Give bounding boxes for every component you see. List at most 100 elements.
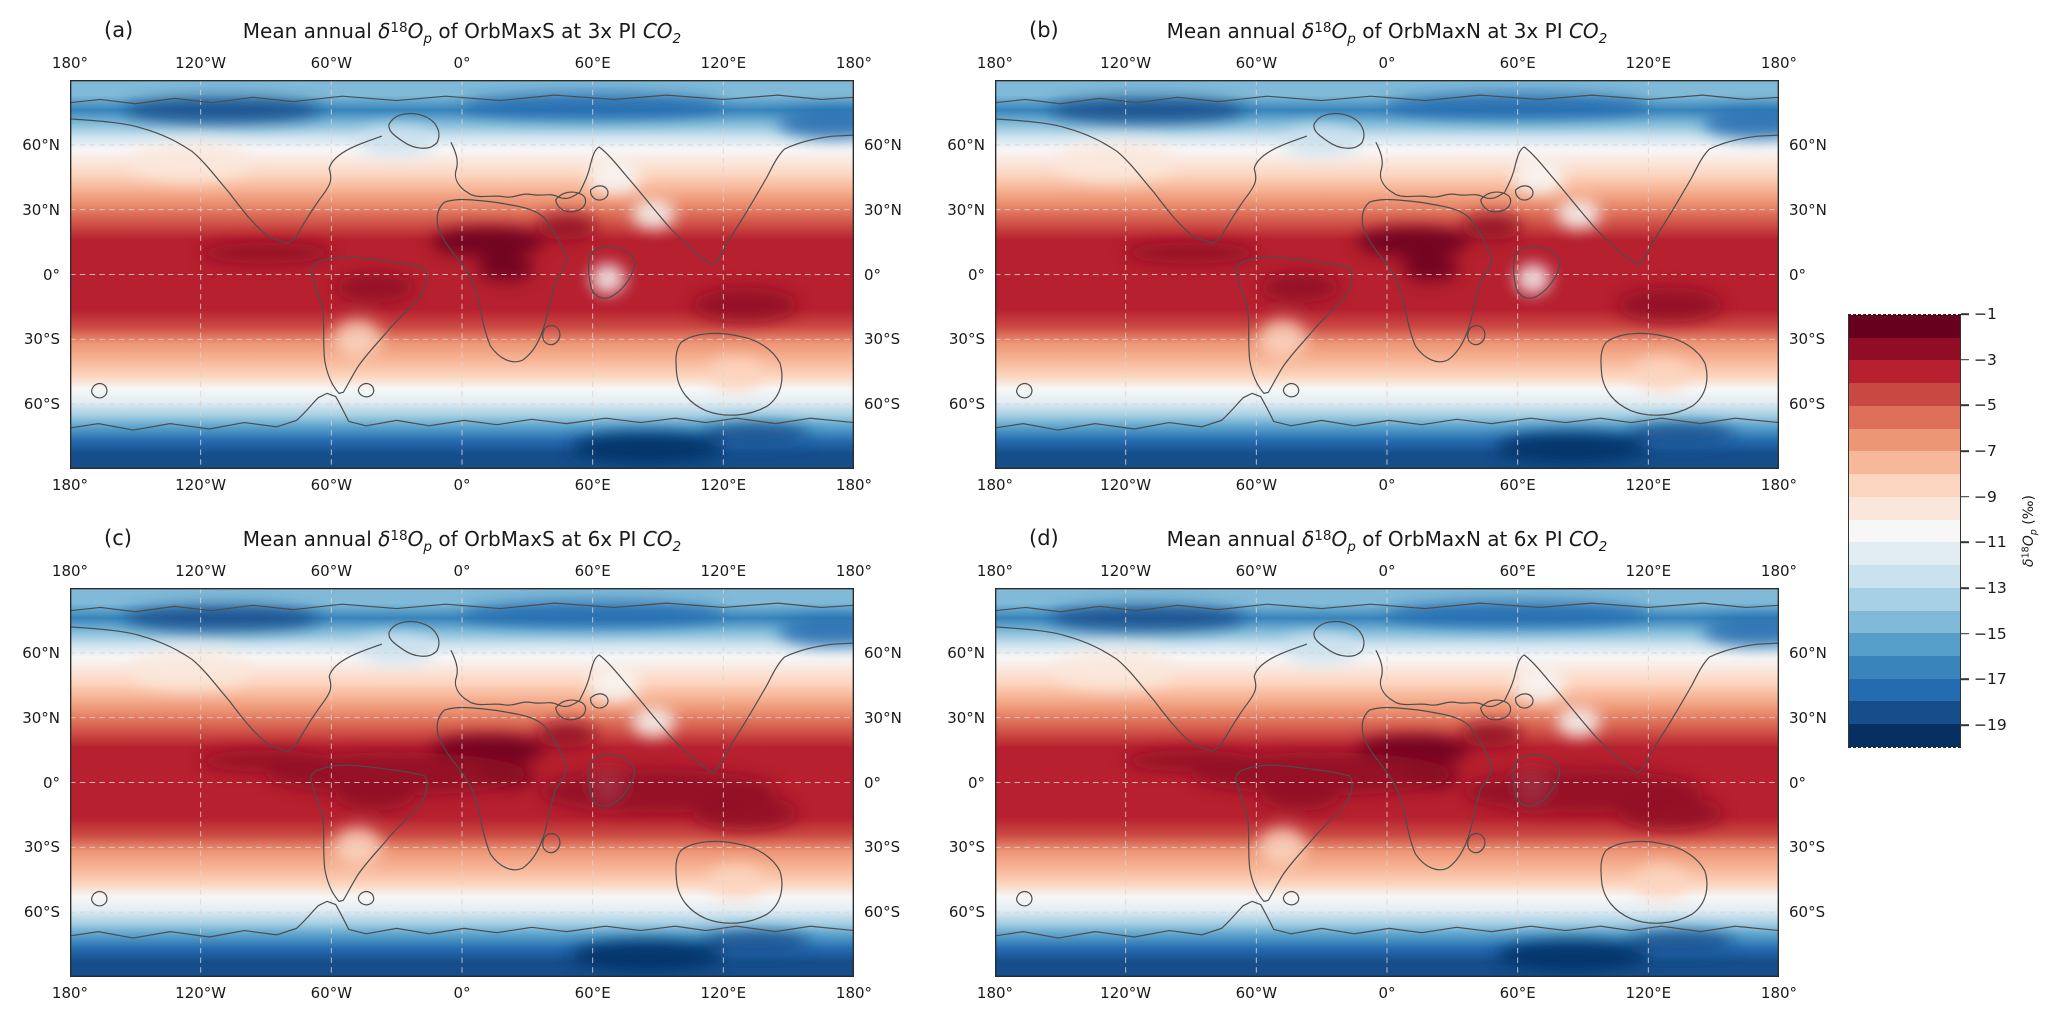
latitude-ticks-right: 60°N 30°N 0° 30°S 60°S	[864, 588, 918, 977]
map-anomaly-blobs	[1049, 600, 1779, 971]
lat-tick-label: 30°N	[947, 200, 985, 219]
colorbar-band	[1849, 633, 1960, 657]
lon-tick-label: 180°	[51, 476, 89, 494]
panel-title: Mean annual δ18Op of OrbMaxS at 6x PI CO…	[242, 527, 681, 554]
title-middle: of OrbMaxN at 3x PI	[1355, 19, 1569, 43]
delta-symbol: δ	[2021, 558, 2037, 567]
lon-tick-label: 120°W	[175, 476, 227, 494]
panel-letter-label: (a)	[104, 18, 134, 42]
lon-tick-label: 60°W	[1235, 562, 1278, 580]
title-prefix: Mean annual	[242, 527, 379, 551]
colorbar-tick-label: −15	[1974, 624, 2007, 643]
map-panel: (d) Mean annual δ18Op of OrbMaxN at 6x P…	[947, 526, 1827, 1002]
lat-tick-label: 60°N	[1789, 135, 1827, 154]
lat-tick-label: 30°S	[864, 330, 901, 349]
colorbar-tick-label: −3	[1974, 350, 1997, 369]
lon-tick-label: 120°W	[175, 562, 227, 580]
co2-symbol: CO	[642, 19, 673, 43]
colorbar-band	[1849, 610, 1960, 634]
colorbar-axis-label: δ18Op (‰)	[2020, 495, 2040, 567]
colorbar-band	[1849, 383, 1960, 406]
lat-tick-label: 30°S	[1789, 330, 1826, 349]
lon-tick-label: 120°E	[700, 984, 747, 1002]
lon-tick-label: 120°W	[1100, 984, 1152, 1002]
colorbar-tick-label: −17	[1974, 670, 2007, 689]
oxygen-symbol: O	[407, 527, 424, 551]
lon-tick-label: 60°E	[1499, 476, 1536, 494]
colorbar-band	[1849, 519, 1960, 543]
colorbar-band	[1849, 315, 1960, 338]
map-border	[995, 80, 1779, 469]
lon-tick-label: 180°	[835, 562, 873, 580]
p-subscript: p	[2028, 529, 2040, 536]
coastlines	[70, 94, 854, 431]
co2-symbol: CO	[642, 527, 673, 551]
graticule-gridlines	[70, 80, 854, 469]
panel-title: Mean annual δ18Op of OrbMaxN at 3x PI CO…	[1166, 19, 1608, 46]
lat-tick-label: 60°N	[22, 135, 60, 154]
lat-tick-label: 0°	[1789, 265, 1807, 284]
title-prefix: Mean annual	[242, 19, 379, 43]
colorbar-band	[1849, 360, 1960, 384]
lat-tick-label: 60°S	[1789, 903, 1826, 922]
latitude-ticks-right: 60°N 30°N 0° 30°S 60°S	[1789, 588, 1843, 977]
title-prefix: Mean annual	[1166, 527, 1302, 551]
map-canvas	[70, 588, 854, 977]
oxygen-symbol: O	[2021, 535, 2037, 547]
lon-tick-label: 120°E	[700, 562, 747, 580]
lat-tick-label: 30°N	[947, 708, 985, 727]
lon-tick-label: 0°	[1378, 562, 1396, 580]
lat-tick-label: 60°N	[1789, 643, 1827, 662]
colorbar-tick-label: −1	[1974, 305, 1997, 323]
panel-title: Mean annual δ18Op of OrbMaxS at 3x PI CO…	[242, 19, 681, 46]
lat-tick-label: 0°	[864, 265, 882, 284]
colorbar-tick-label: −19	[1974, 716, 2007, 735]
lon-tick-label: 60°W	[1235, 476, 1278, 494]
colorbar-tick-mark	[1961, 724, 1969, 726]
lon-tick-label: 180°	[51, 54, 89, 72]
lon-tick-label: 0°	[453, 476, 471, 494]
lon-tick-label: 120°E	[700, 54, 747, 72]
colorbar-tick-mark	[1961, 632, 1969, 635]
lat-tick-label: 30°S	[948, 330, 985, 349]
colorbar-band	[1849, 405, 1960, 429]
world-map	[70, 588, 854, 977]
colorbar-tick-label: −5	[1974, 396, 1997, 415]
lon-tick-label: 60°E	[1499, 562, 1536, 580]
latitude-ticks-right: 60°N 30°N 0° 30°S 60°S	[1789, 80, 1843, 469]
title-prefix: Mean annual	[1166, 19, 1302, 43]
lon-tick-label: 0°	[453, 984, 471, 1002]
lon-tick-label: 0°	[1378, 984, 1396, 1002]
title-middle: of OrbMaxS at 3x PI	[432, 19, 643, 43]
lat-tick-label: 0°	[864, 773, 882, 792]
lon-tick-label: 120°W	[1100, 476, 1152, 494]
lon-tick-label: 60°E	[574, 562, 611, 580]
title-middle: of OrbMaxN at 6x PI	[1355, 527, 1569, 551]
colorbar-band	[1849, 337, 1960, 361]
lon-tick-label: 120°E	[1625, 476, 1672, 494]
lon-tick-label: 60°W	[1235, 54, 1278, 72]
unit-permil: (‰)	[2021, 495, 2037, 530]
map-panel: (c) Mean annual δ18Op of OrbMaxS at 6x P…	[22, 526, 902, 1002]
co2-subscript: 2	[672, 538, 682, 555]
longitude-ticks-bottom: 180° 120°W 60°W 0° 60°E 120°E 180°	[52, 984, 872, 1002]
coastlines	[70, 602, 854, 939]
colorbar-tick-mark	[1961, 587, 1969, 589]
colorbar-band	[1849, 701, 1960, 725]
co2-symbol: CO	[1568, 19, 1599, 43]
latitude-ticks-left: 60°N 30°N 0° 30°S 60°S	[6, 588, 60, 977]
lat-tick-label: 60°S	[948, 903, 985, 922]
graticule-gridlines	[995, 80, 1779, 469]
isotope-superscript: 18	[2020, 546, 2032, 559]
lon-tick-label: 60°W	[310, 562, 353, 580]
isotope-superscript: 18	[1314, 19, 1332, 36]
co2-symbol: CO	[1568, 527, 1599, 551]
lon-tick-label: 180°	[1760, 476, 1798, 494]
colorbar-tick-mark	[1961, 313, 1969, 315]
lon-tick-label: 180°	[976, 54, 1014, 72]
world-map	[995, 80, 1779, 469]
colorbar-tick-mark	[1961, 450, 1969, 452]
lon-tick-label: 60°E	[1499, 54, 1536, 72]
p-subscript: p	[1347, 30, 1356, 47]
colorbar-bands	[1848, 314, 1961, 748]
